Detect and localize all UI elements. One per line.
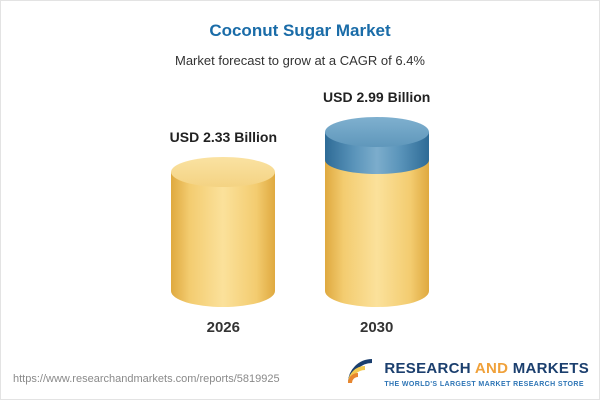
logo-text: RESEARCH AND MARKETS THE WORLD'S LARGEST… <box>384 360 589 388</box>
logo-word-and: AND <box>474 359 509 377</box>
bar-group-2030: USD 2.99 Billion 2030 <box>323 89 430 336</box>
value-label-2030: USD 2.99 Billion <box>323 89 431 105</box>
cylinder-top-2026 <box>171 157 276 187</box>
logo-tagline: THE WORLD'S LARGEST MARKET RESEARCH STOR… <box>384 380 584 388</box>
page-title: Coconut Sugar Market <box>209 21 391 40</box>
cylinder-body-2026 <box>171 172 276 307</box>
footer: https://www.researchandmarkets.com/repor… <box>1 357 599 399</box>
cylinder-bar-2026 <box>171 157 276 307</box>
category-label-2030: 2030 <box>359 319 394 336</box>
research-and-markets-logo: RESEARCH AND MARKETS THE WORLD'S LARGEST… <box>347 356 589 391</box>
category-label-2026: 2026 <box>206 319 240 336</box>
value-label-2026: USD 2.33 Billion <box>169 129 277 145</box>
cylinder-bar-2030 <box>324 117 429 307</box>
report-url: https://www.researchandmarkets.com/repor… <box>13 373 280 385</box>
chart-header: Coconut Sugar Market Market forecast to … <box>1 1 599 68</box>
logo-word-research: RESEARCH <box>384 359 471 377</box>
logo-wordmark: RESEARCH AND MARKETS <box>384 360 589 377</box>
logo-word-markets: MARKETS <box>512 359 589 377</box>
page-subtitle: Market forecast to grow at a CAGR of 6.4… <box>175 53 425 68</box>
bar-group-2026: USD 2.33 Billion 2026 <box>170 129 277 336</box>
cylinder-top-2030 <box>324 117 429 147</box>
logo-mark-icon <box>347 356 377 391</box>
bar-chart: USD 2.33 Billion 2026 USD 2.99 Billion 2… <box>1 89 599 336</box>
